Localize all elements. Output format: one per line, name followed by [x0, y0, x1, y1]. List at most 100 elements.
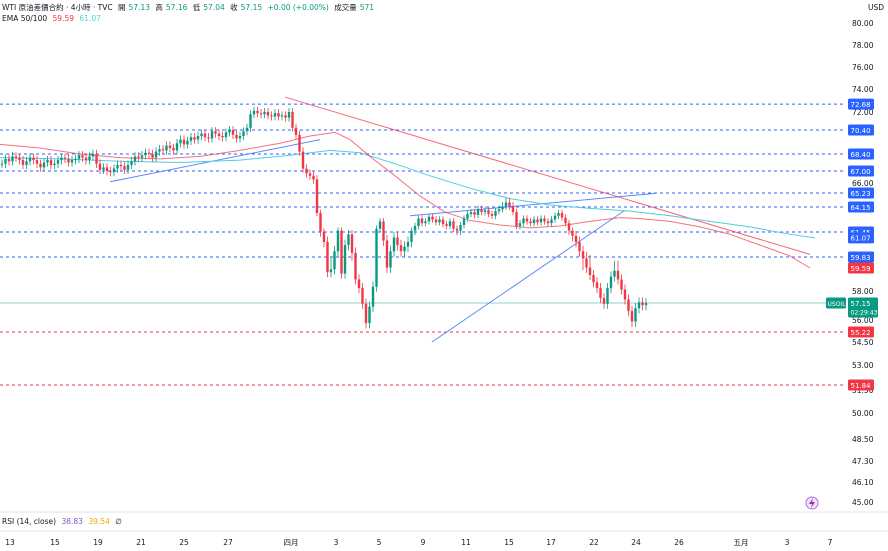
rsi-label: RSI (14, close) [2, 517, 57, 526]
candle-body [336, 230, 340, 252]
candle-body [452, 221, 455, 229]
candle-body [459, 225, 462, 231]
candle-body [291, 112, 294, 128]
candle-body [329, 269, 333, 273]
candle-body [616, 270, 620, 280]
candle-body [515, 212, 518, 226]
candle-body [151, 154, 154, 158]
candle-body [511, 206, 515, 213]
ema-legend: EMA 50/100 59.59 61.07 [2, 14, 104, 23]
candle-body [119, 164, 123, 167]
candle-body [46, 160, 49, 163]
candle-body [392, 237, 396, 252]
symbol-tag-label: USOIL [828, 301, 847, 308]
candle-body [245, 127, 249, 132]
candle-body [11, 156, 14, 162]
close-label: 收 [230, 3, 238, 12]
price-tag-label: 55.22 [851, 329, 871, 337]
price-tag-label: 70.40 [851, 127, 871, 135]
price-tick-label: 56.00 [852, 316, 874, 325]
candle-body [606, 288, 609, 304]
time-tick-label: 7 [828, 538, 833, 547]
candle-body [77, 155, 81, 159]
candle-body [256, 110, 259, 114]
candle-body [217, 133, 221, 136]
price-tick-label: 45.00 [852, 498, 874, 507]
current-price-label: 57.15 [851, 300, 871, 308]
price-tick-label: 47.30 [852, 457, 874, 466]
candle-body [627, 299, 630, 312]
time-axis: 13 15 19 21 25 27 四月 3 5 9 11 15 17 22 24 26 五月 3 7 [5, 538, 832, 547]
candle-body [109, 171, 112, 173]
candle-body [53, 163, 56, 165]
price-tick-label: 72.00 [852, 108, 874, 117]
time-tick-label: 3 [334, 538, 339, 547]
candle-body [571, 230, 574, 236]
candle-body [312, 175, 315, 180]
candle-body [480, 209, 483, 213]
candle-body [441, 219, 445, 225]
candle-body [462, 218, 466, 226]
candle-body [403, 246, 406, 252]
candle-body [550, 219, 553, 224]
candle-body [63, 157, 67, 159]
candle-body [564, 217, 567, 224]
price-tick-label: 66.00 [852, 179, 874, 188]
ema100-value: 61.07 [79, 14, 101, 23]
candle-body [644, 303, 648, 306]
candle-body [249, 114, 252, 128]
candle-body [21, 160, 25, 165]
price-tags: 72.6870.4068.4067.0065.2364.1561.4561.07… [826, 98, 878, 391]
time-tick-label: 13 [5, 538, 15, 547]
candle-body [207, 137, 210, 139]
ema50-line [0, 131, 811, 269]
candle-body [14, 156, 18, 158]
candle-body [137, 156, 140, 158]
candle-body [389, 251, 392, 268]
candle-body [0, 163, 4, 165]
candle-body [308, 173, 312, 176]
candle-body [210, 131, 214, 139]
candle-body [634, 308, 637, 322]
rsi-value-2: 39.54 [88, 517, 110, 526]
candle-body [532, 219, 536, 224]
candle-body [522, 218, 525, 224]
time-tick-label: 17 [546, 538, 556, 547]
candle-body [396, 237, 399, 246]
candle-body [186, 140, 189, 145]
candle-body [473, 212, 476, 215]
candle-body [25, 161, 28, 165]
candle-body [494, 211, 497, 216]
candle-body [382, 221, 385, 241]
candle-body [455, 228, 459, 231]
price-tag [848, 187, 874, 199]
candle-body [357, 279, 361, 289]
candle-body [529, 221, 532, 224]
candle-body [193, 137, 196, 140]
time-tick-label: 26 [674, 538, 684, 547]
candle-body [200, 133, 203, 136]
candle-body [319, 213, 322, 232]
alert-lightning-icon[interactable] [805, 496, 819, 510]
ema-label: EMA 50/100 [2, 14, 48, 23]
candle-body [35, 160, 39, 164]
horizontal-levels [0, 103, 888, 532]
candle-body [224, 132, 228, 138]
candle-body [595, 282, 599, 289]
candle-body [270, 115, 273, 117]
candle-body [445, 224, 448, 226]
price-tag [848, 124, 874, 136]
candle-body [259, 113, 263, 115]
ema50-value: 59.59 [52, 14, 74, 23]
candle-body [42, 162, 46, 168]
time-tick-label: 5 [377, 538, 382, 547]
candle-body [140, 155, 144, 158]
candle-body [154, 151, 158, 158]
price-tag-label: 64.15 [851, 204, 871, 212]
candle-body [301, 151, 305, 169]
candle-body [165, 145, 168, 151]
candle-body [161, 149, 165, 151]
candle-body [277, 113, 280, 117]
candle-body [221, 136, 224, 138]
